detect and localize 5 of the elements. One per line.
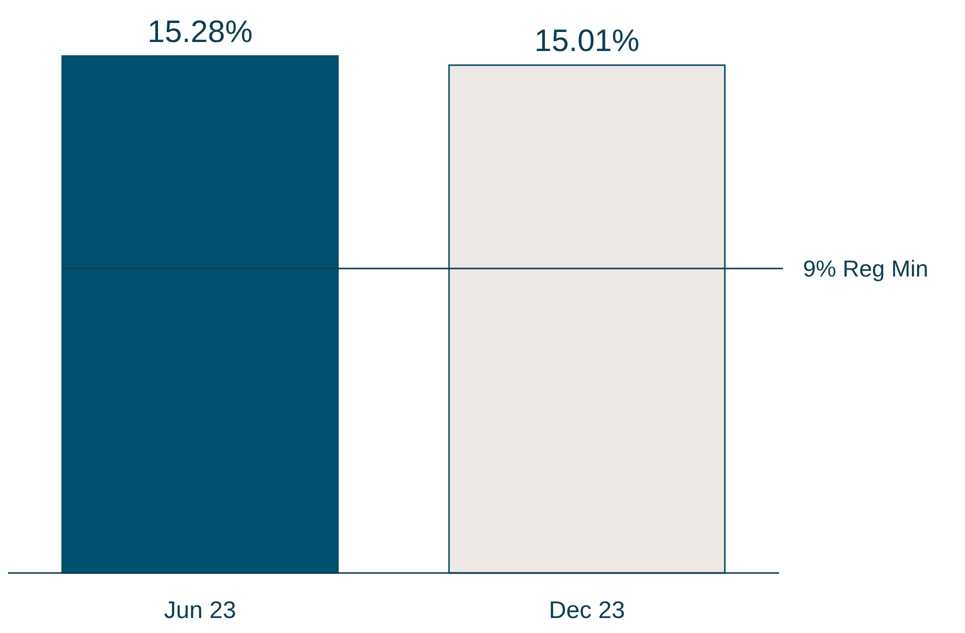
x-tick-label: Dec 23 <box>548 597 625 624</box>
data-label: 15.01% <box>534 23 640 58</box>
ref-line-label: 9% Reg Min <box>803 256 928 282</box>
x-tick-label: Jun 23 <box>164 597 236 624</box>
data-label: 15.28% <box>148 14 253 49</box>
